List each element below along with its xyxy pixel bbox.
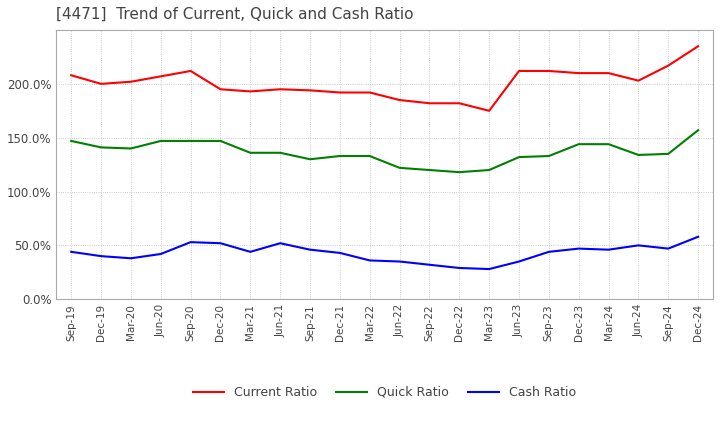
- Quick Ratio: [694, 128, 703, 133]
- Quick Ratio: [336, 154, 344, 159]
- Current Ratio: [67, 73, 76, 78]
- Cash Ratio: [96, 253, 105, 259]
- Line: Quick Ratio: Quick Ratio: [71, 130, 698, 172]
- Cash Ratio: [156, 251, 165, 257]
- Quick Ratio: [604, 142, 613, 147]
- Current Ratio: [575, 70, 583, 76]
- Quick Ratio: [485, 167, 493, 172]
- Quick Ratio: [216, 138, 225, 143]
- Line: Current Ratio: Current Ratio: [71, 46, 698, 111]
- Current Ratio: [455, 101, 464, 106]
- Quick Ratio: [246, 150, 255, 155]
- Quick Ratio: [96, 145, 105, 150]
- Current Ratio: [544, 68, 553, 73]
- Quick Ratio: [544, 154, 553, 159]
- Cash Ratio: [604, 247, 613, 252]
- Cash Ratio: [216, 241, 225, 246]
- Cash Ratio: [425, 262, 433, 268]
- Current Ratio: [306, 88, 315, 93]
- Current Ratio: [336, 90, 344, 95]
- Current Ratio: [156, 74, 165, 79]
- Quick Ratio: [306, 157, 315, 162]
- Cash Ratio: [694, 234, 703, 239]
- Quick Ratio: [127, 146, 135, 151]
- Current Ratio: [664, 63, 672, 68]
- Current Ratio: [395, 97, 404, 103]
- Quick Ratio: [156, 138, 165, 143]
- Quick Ratio: [664, 151, 672, 157]
- Current Ratio: [515, 68, 523, 73]
- Quick Ratio: [395, 165, 404, 170]
- Cash Ratio: [455, 265, 464, 271]
- Cash Ratio: [395, 259, 404, 264]
- Cash Ratio: [67, 249, 76, 254]
- Current Ratio: [634, 78, 643, 83]
- Quick Ratio: [366, 154, 374, 159]
- Cash Ratio: [306, 247, 315, 252]
- Text: [4471]  Trend of Current, Quick and Cash Ratio: [4471] Trend of Current, Quick and Cash …: [56, 7, 414, 22]
- Current Ratio: [276, 87, 284, 92]
- Cash Ratio: [336, 250, 344, 256]
- Cash Ratio: [664, 246, 672, 251]
- Quick Ratio: [634, 152, 643, 158]
- Current Ratio: [366, 90, 374, 95]
- Quick Ratio: [515, 154, 523, 160]
- Current Ratio: [246, 89, 255, 94]
- Cash Ratio: [634, 243, 643, 248]
- Current Ratio: [127, 79, 135, 84]
- Quick Ratio: [455, 169, 464, 175]
- Cash Ratio: [575, 246, 583, 251]
- Quick Ratio: [575, 142, 583, 147]
- Current Ratio: [186, 68, 195, 73]
- Cash Ratio: [366, 258, 374, 263]
- Cash Ratio: [246, 249, 255, 254]
- Current Ratio: [694, 44, 703, 49]
- Quick Ratio: [276, 150, 284, 155]
- Cash Ratio: [485, 266, 493, 271]
- Current Ratio: [216, 87, 225, 92]
- Cash Ratio: [515, 259, 523, 264]
- Current Ratio: [485, 108, 493, 114]
- Current Ratio: [604, 70, 613, 76]
- Cash Ratio: [186, 239, 195, 245]
- Current Ratio: [96, 81, 105, 87]
- Quick Ratio: [67, 138, 76, 143]
- Cash Ratio: [276, 241, 284, 246]
- Quick Ratio: [186, 138, 195, 143]
- Cash Ratio: [544, 249, 553, 254]
- Quick Ratio: [425, 167, 433, 172]
- Legend: Current Ratio, Quick Ratio, Cash Ratio: Current Ratio, Quick Ratio, Cash Ratio: [188, 381, 581, 404]
- Cash Ratio: [127, 256, 135, 261]
- Current Ratio: [425, 101, 433, 106]
- Line: Cash Ratio: Cash Ratio: [71, 237, 698, 269]
